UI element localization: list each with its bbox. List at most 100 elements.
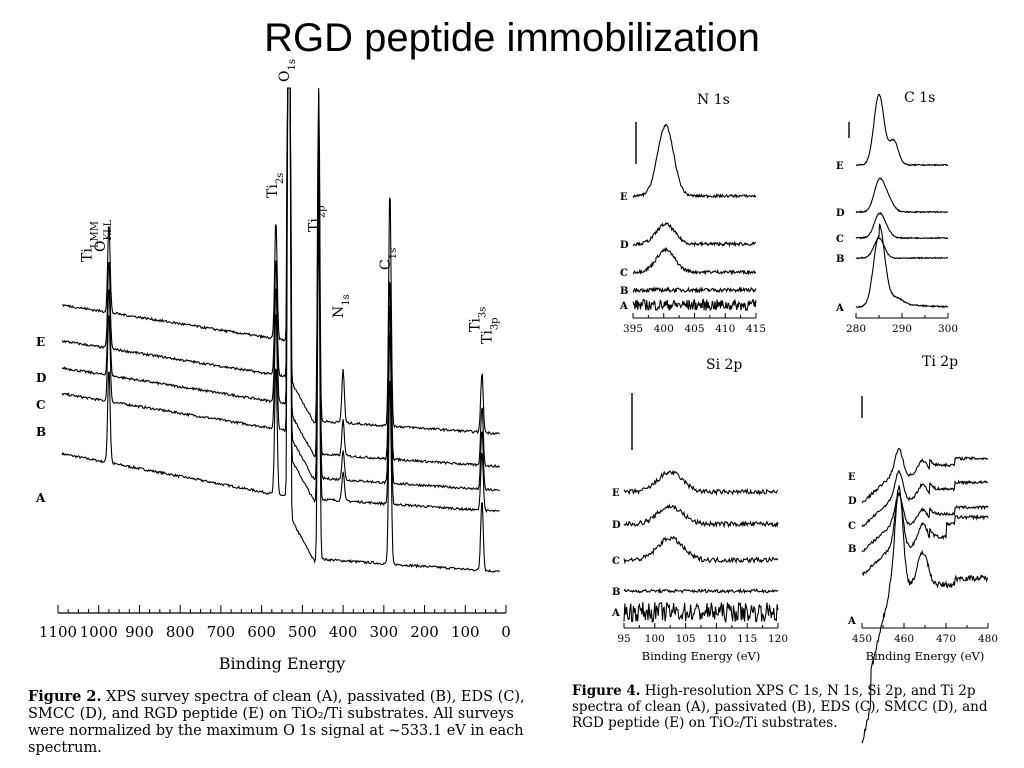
survey-series-label-D: D [36,371,46,385]
c1s-series-E [855,94,948,167]
ti2p-tick-label: 450 [852,633,872,645]
si2p-series-label-B: B [612,587,620,598]
survey-tick-label: 100 [451,623,480,641]
survey-series-C [61,87,500,492]
n1s-title: N 1s [697,92,730,108]
survey-peak-label: Ti3p [479,317,500,344]
n1s-series-E [632,123,757,199]
ti2p-series-label-D: D [848,496,857,507]
figure4-caption-label: Figure 4. [572,683,641,699]
si2p-tick-label: 100 [645,633,665,645]
c1s-series-label-C: C [836,234,844,245]
figure2-caption-label: Figure 2. [28,688,102,705]
ti2p-tick-label: 480 [978,633,998,645]
si2p-series-B [623,587,779,595]
survey-peak-label: O1s [277,59,298,82]
ti2p-series-label-A: A [847,616,856,627]
c1s-spectra-chart: 280 290 300 C 1s A BC D E [835,90,958,335]
c1s-series-label-D: D [836,208,845,219]
si2p-spectra-chart: 95 100 105 110 115 120 Si 2p Binding Energy (eV… [611,357,788,663]
figure4-caption-text: High-resolution XPS C 1s, N 1s, Si 2p, a… [572,683,988,731]
c1s-tick-label: 280 [846,323,866,335]
ti2p-series-D [861,470,989,527]
si2p-x-axis-label: Binding Energy (eV) [642,649,761,663]
survey-tick-label: 300 [369,623,398,641]
c1s-tick-label: 300 [938,323,958,335]
ti2p-series-label-E: E [848,472,856,483]
survey-peak-label: Ti3s [468,307,489,332]
survey-peak-label: C1s [378,248,399,270]
slide-title: RGD peptide immobilization [264,16,760,60]
n1s-spectra-chart: 395 400 405 410 415 N 1s ABC D E [619,92,766,335]
ti2p-series-label-C: C [848,521,856,532]
survey-tick-label: 500 [288,623,317,641]
survey-series-B [61,87,500,514]
survey-series-label-C: C [36,398,46,412]
si2p-tick-label: 105 [676,633,696,645]
survey-tick-label: 200 [410,623,439,641]
survey-peak-label: TiLMM [79,221,100,262]
si2p-series-E [623,469,779,497]
survey-tick-label: 400 [329,623,358,641]
si2p-tick-label: 115 [737,633,757,645]
si2p-tick-label: 95 [617,633,630,645]
c1s-series-label-E: E [836,161,844,172]
survey-tick-label: 700 [207,623,236,641]
ti2p-tick-label: 460 [894,633,914,645]
survey-series-A [61,87,500,573]
ti2p-spectra-chart: 450 460 470 480 Ti 2p Binding Energy (eV) A B C D… [847,354,998,744]
n1s-tick-label: 405 [684,323,704,335]
c1s-title: C 1s [904,90,935,106]
si2p-series-label-D: D [612,520,621,531]
survey-series-D [61,87,500,469]
survey-spectra-chart: 1100 1000 900 800 700 600 500 400 300 200 100 0Bind… [35,59,511,673]
ti2p-x-axis-label: Binding Energy (eV) [866,649,985,663]
survey-series-label-A: A [35,491,46,505]
n1s-tick-label: 395 [623,323,643,335]
survey-series-label-B: B [36,425,46,439]
n1s-series-label-A: A [619,301,628,312]
n1s-series-B [632,286,757,294]
si2p-series-C [623,535,779,565]
c1s-series-C [855,211,949,240]
ti2p-series-B [861,492,989,577]
n1s-series-label-B: B [620,286,628,297]
c1s-series-label-B: B [836,254,844,265]
si2p-series-label-E: E [612,488,620,499]
n1s-series-label-C: C [620,268,628,279]
c1s-series-label-A: A [835,303,844,314]
ti2p-series-C [861,492,989,553]
survey-peak-label: OKLL [93,219,114,252]
survey-peak-label: Ti2p [307,205,328,232]
c1s-series-A [855,223,949,309]
n1s-tick-label: 410 [715,323,735,335]
figure2-caption-text: XPS survey spectra of clean (A), passiva… [28,689,525,756]
n1s-tick-label: 415 [746,323,766,335]
survey-series-E [62,87,500,436]
survey-x-axis-label: Binding Energy [219,654,346,673]
si2p-title: Si 2p [706,357,742,373]
ti2p-series-E [861,447,989,504]
n1s-tick-label: 400 [654,323,674,335]
survey-tick-label: 800 [166,623,195,641]
survey-tick-label: 600 [247,623,276,641]
ti2p-title: Ti 2p [922,354,958,370]
survey-tick-label: 900 [125,623,154,641]
c1s-tick-label: 290 [892,323,912,335]
n1s-series-C [632,246,757,276]
survey-peak-label: Ti2s [265,173,286,198]
ti2p-series-label-B: B [848,544,856,555]
ti2p-tick-label: 470 [936,633,956,645]
c1s-series-D [855,177,948,214]
ti2p-series-A [861,485,989,744]
c1s-series-B [855,237,949,260]
si2p-series-label-C: C [612,556,620,567]
survey-tick-label: 1100 [39,623,77,641]
si2p-tick-label: 120 [768,633,788,645]
n1s-series-D [632,221,757,248]
survey-peak-label: N1s [331,294,352,318]
si2p-tick-label: 110 [706,633,726,645]
figure2-caption: Figure 2. XPS survey spectra of clean (A… [28,688,528,757]
n1s-series-A [632,298,757,312]
